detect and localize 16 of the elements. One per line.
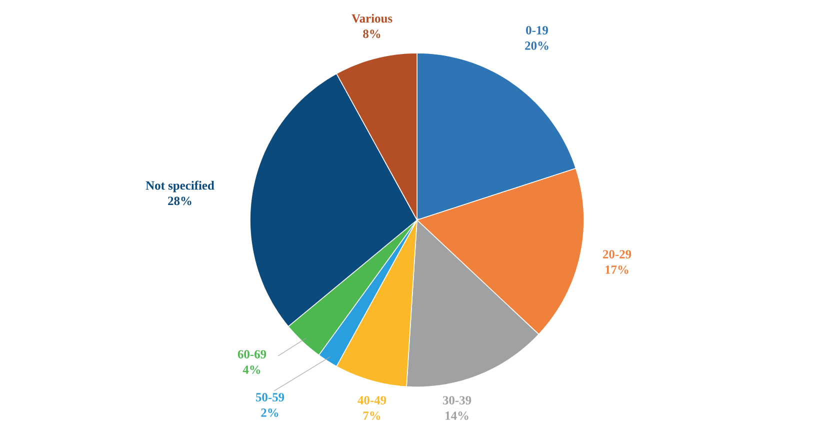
slice-label: 50-59 [256,393,284,402]
slice-label: 0-19 [526,26,548,34]
slice-label: 60-69 [238,350,266,358]
data-label: 28% [168,196,192,206]
data-label: 14% [446,412,468,420]
data-label: 7% [363,412,380,420]
data-label: 2% [261,408,278,417]
slice-label: 30-39 [442,396,472,404]
data-label: 20% [525,41,548,50]
slice-label: Not specified [146,180,214,192]
data-label: 4% [242,366,260,374]
slice-label: 40-49 [358,396,386,404]
data-label: 8% [363,30,380,38]
data-label: 17% [606,265,628,274]
slice-label: 20-29 [603,250,632,258]
slice-label: Various [352,14,392,23]
